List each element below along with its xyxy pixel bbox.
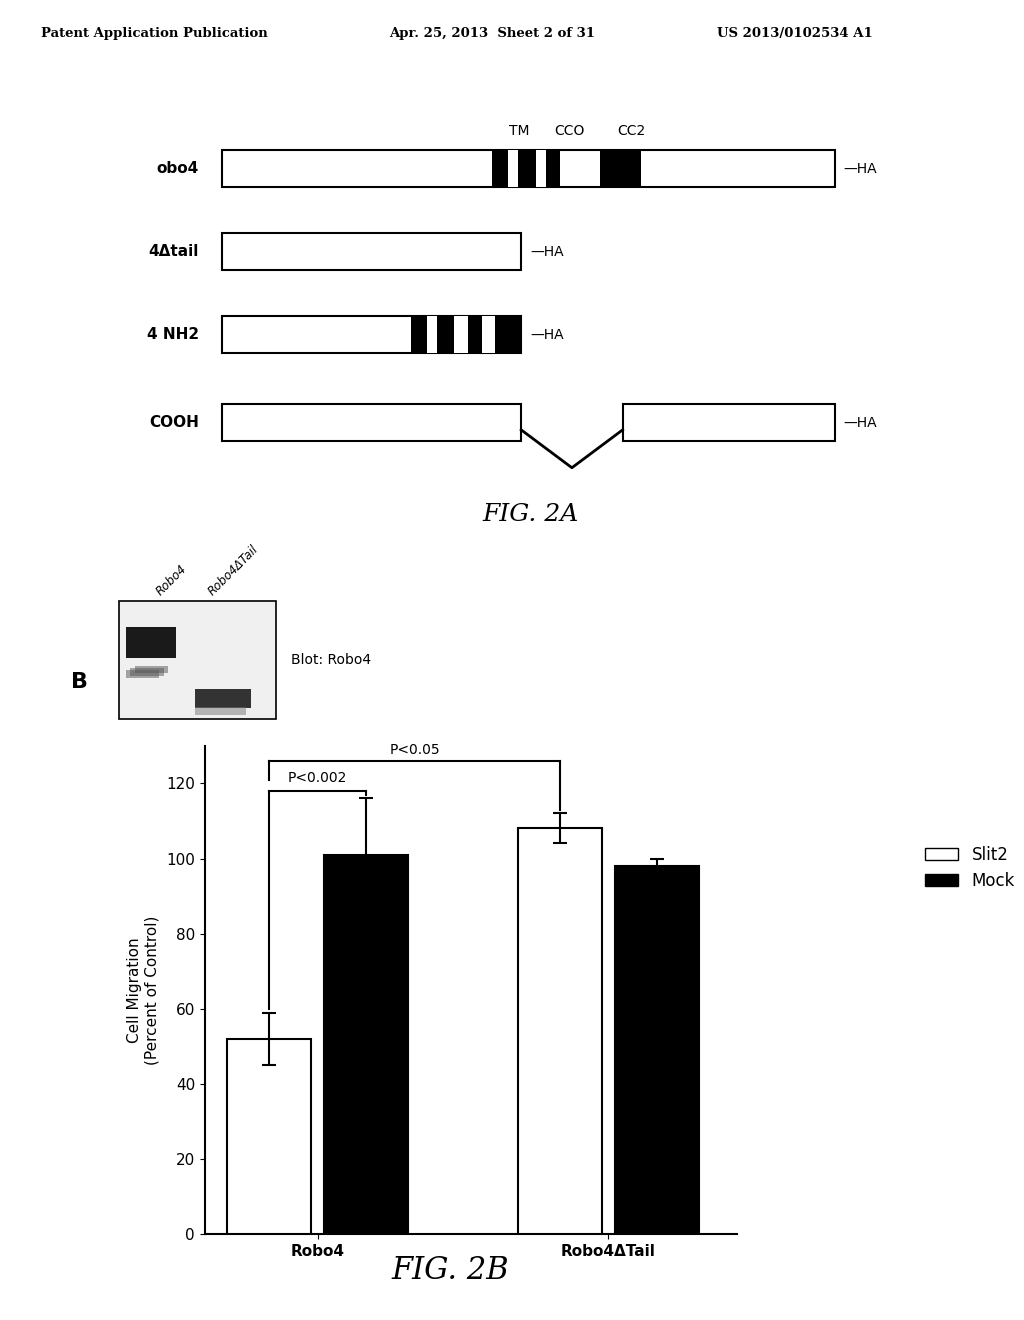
Bar: [126, 627, 176, 657]
Bar: [126, 671, 160, 678]
Bar: [517, 150, 536, 187]
Bar: [454, 317, 468, 352]
Bar: [130, 668, 164, 676]
Bar: [481, 317, 496, 352]
Text: P<0.05: P<0.05: [389, 743, 440, 758]
Bar: [437, 317, 454, 352]
Text: 4 NH2: 4 NH2: [146, 327, 199, 342]
Bar: [227, 1039, 311, 1234]
Bar: [222, 150, 835, 187]
Text: Blot: Robo4: Blot: Robo4: [291, 653, 371, 667]
Bar: [427, 317, 437, 352]
Text: FIG. 2A: FIG. 2A: [482, 503, 579, 525]
Bar: [325, 855, 409, 1234]
Bar: [600, 150, 641, 187]
Text: CC2: CC2: [617, 124, 646, 139]
Bar: [468, 317, 481, 352]
Bar: [508, 150, 517, 187]
Bar: [411, 317, 427, 352]
Text: obo4: obo4: [157, 161, 199, 176]
Bar: [195, 708, 246, 715]
Bar: [119, 601, 276, 719]
Text: —HA: —HA: [530, 244, 564, 259]
Text: Robo4ΔTail: Robo4ΔTail: [206, 543, 261, 598]
Bar: [536, 150, 546, 187]
Bar: [492, 150, 508, 187]
Text: —HA: —HA: [844, 161, 878, 176]
Bar: [614, 866, 698, 1234]
Bar: [134, 665, 168, 673]
Legend: Slit2, Mock: Slit2, Mock: [919, 840, 1022, 896]
Bar: [222, 404, 521, 441]
Text: FIG. 2B: FIG. 2B: [392, 1255, 509, 1286]
Bar: [518, 829, 602, 1234]
Text: COOH: COOH: [148, 414, 199, 430]
Bar: [222, 317, 521, 352]
Text: B: B: [71, 672, 88, 692]
Bar: [195, 689, 251, 709]
Text: P<0.002: P<0.002: [288, 771, 347, 785]
Text: Apr. 25, 2013  Sheet 2 of 31: Apr. 25, 2013 Sheet 2 of 31: [389, 26, 595, 40]
Bar: [546, 150, 560, 187]
Bar: [496, 317, 521, 352]
Text: TM: TM: [509, 124, 529, 139]
Bar: [623, 404, 835, 441]
Y-axis label: Cell Migration
(Percent of Control): Cell Migration (Percent of Control): [127, 915, 160, 1065]
Text: 4Δtail: 4Δtail: [148, 244, 199, 259]
Text: CCO: CCO: [554, 124, 585, 139]
Text: —HA: —HA: [530, 327, 564, 342]
Bar: [222, 234, 521, 271]
Text: Patent Application Publication: Patent Application Publication: [41, 26, 267, 40]
Text: US 2013/0102534 A1: US 2013/0102534 A1: [717, 26, 872, 40]
Text: —HA: —HA: [844, 416, 878, 429]
Text: Robo4: Robo4: [154, 562, 189, 598]
